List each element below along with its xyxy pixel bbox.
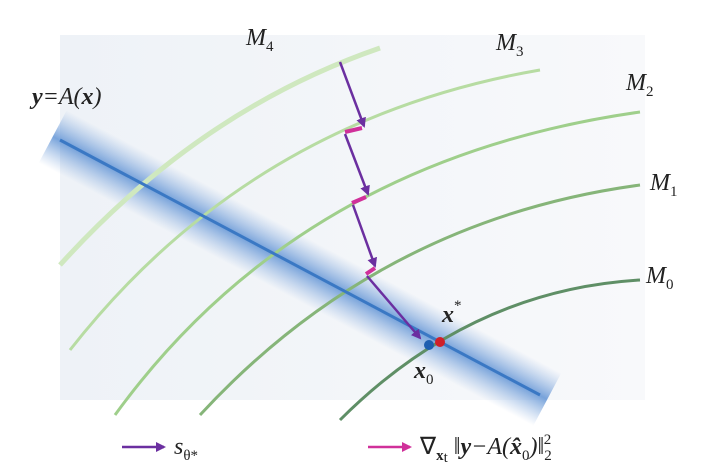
label: x̂ (509, 434, 522, 460)
label: θ* (183, 448, 198, 464)
label: 2 (544, 432, 552, 448)
manifold-label: M3 (495, 30, 524, 60)
label: M (645, 263, 668, 289)
label: 4 (266, 39, 274, 55)
label: M (495, 30, 518, 56)
x0-point (424, 340, 434, 350)
constraint-label: y=A(x) (29, 84, 102, 110)
legend-label: ∇xt ‖y−A(x̂0)‖22 (419, 432, 552, 466)
label: t (444, 450, 449, 466)
label: M (649, 170, 672, 196)
manifold-label: M0 (645, 263, 674, 293)
label: 2 (646, 84, 654, 100)
label: 0 (522, 448, 530, 464)
manifold-label: M1 (649, 170, 678, 200)
manifold-curve (68, 68, 541, 351)
manifold-curve (58, 45, 381, 267)
manifold-curve (113, 110, 641, 416)
label: ∇ (419, 434, 437, 460)
manifold-curve (198, 183, 641, 417)
label: M (245, 25, 268, 51)
manifold-label: M2 (625, 70, 654, 100)
label: M (625, 70, 648, 96)
label: 0 (666, 277, 674, 293)
manifold-curve (338, 278, 641, 422)
label: ‖ (454, 434, 461, 460)
x-star-label: x* (441, 298, 462, 328)
label: )‖ (528, 434, 545, 460)
label: y (29, 84, 43, 110)
manifold-label: M4 (245, 25, 274, 55)
label: x (436, 448, 444, 464)
constraint-line (59, 138, 541, 397)
label: 1 (670, 184, 678, 200)
label: ) (92, 84, 102, 110)
label: x (81, 84, 94, 110)
label: =A( (43, 84, 84, 110)
label: x (413, 358, 426, 384)
label: −A( (471, 434, 512, 460)
label: * (454, 298, 462, 314)
x0-label: x0 (413, 358, 434, 388)
sampling-path (338, 61, 422, 340)
label: y (457, 434, 471, 460)
x-star-point (435, 337, 445, 347)
legend-label: sθ* (174, 434, 198, 464)
label: 3 (516, 44, 524, 60)
label: x (441, 302, 454, 328)
label: s (174, 434, 183, 460)
label: 0 (426, 372, 434, 388)
label: 2 (544, 448, 552, 464)
